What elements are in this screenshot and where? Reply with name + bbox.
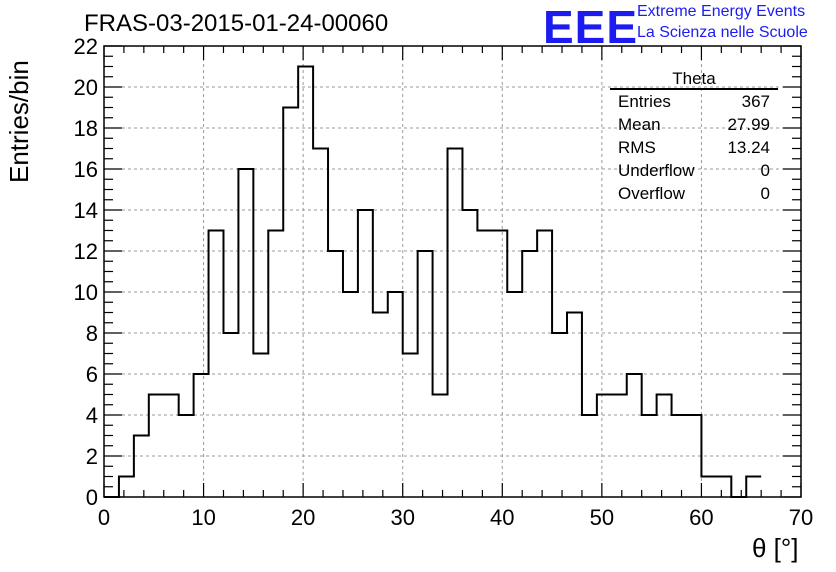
x-tick-label: 40 <box>490 505 514 530</box>
histogram-series <box>104 65 762 498</box>
axis-ticks <box>103 45 802 498</box>
y-tick-label: 16 <box>74 157 98 182</box>
x-tick-label: 50 <box>590 505 614 530</box>
x-tick-label: 10 <box>191 505 215 530</box>
stats-row: RMS 13.24 <box>610 136 778 159</box>
x-tick-label: 60 <box>689 505 713 530</box>
stats-value: 27.99 <box>727 115 770 134</box>
x-tick-label: 70 <box>789 505 813 530</box>
stats-row: Entries 367 <box>610 90 778 113</box>
stats-value: 367 <box>741 92 770 111</box>
y-tick-label: 0 <box>86 485 98 510</box>
y-axis-label: Entries/bin <box>4 60 34 183</box>
x-tick-label: 0 <box>98 505 110 530</box>
x-axis-label: θ [°] <box>752 533 799 563</box>
chart-title: FRAS-03-2015-01-24-00060 <box>84 10 389 37</box>
eee-logo: EEE <box>543 1 639 53</box>
logo-text-line1: Extreme Energy Events <box>637 3 806 20</box>
axis-tick-labels: 0 10 20 30 40 50 60 70 0 2 4 6 8 10 12 14 16 18 20 22 <box>74 34 814 530</box>
y-tick-label: 6 <box>86 362 98 387</box>
grid <box>104 46 801 497</box>
logo-text-line2: La Scienza nelle Scuole <box>637 24 808 41</box>
y-tick-label: 4 <box>86 403 98 428</box>
stats-label: RMS <box>618 138 656 157</box>
stats-row: Overflow 0 <box>610 182 778 205</box>
y-tick-label: 22 <box>74 34 98 59</box>
stats-row: Underflow 0 <box>610 159 778 182</box>
stats-title: Theta <box>610 70 778 90</box>
stats-box: Theta Entries 367 Mean 27.99 RMS 13.24 U… <box>610 70 778 205</box>
y-tick-label: 18 <box>74 116 98 141</box>
stats-value: 13.24 <box>727 138 770 157</box>
stats-row: Mean 27.99 <box>610 113 778 136</box>
x-tick-label: 30 <box>390 505 414 530</box>
x-tick-label: 20 <box>291 505 315 530</box>
stats-value: 0 <box>760 184 770 203</box>
y-tick-label: 10 <box>74 280 98 305</box>
stats-value: 0 <box>760 161 770 180</box>
y-tick-label: 20 <box>74 75 98 100</box>
y-tick-label: 2 <box>86 444 98 469</box>
stats-label: Underflow <box>618 161 695 180</box>
stats-label: Entries <box>618 92 671 111</box>
y-tick-label: 8 <box>86 321 98 346</box>
plot-frame <box>103 45 802 498</box>
y-tick-label: 14 <box>74 198 98 223</box>
y-tick-label: 12 <box>74 239 98 264</box>
stats-label: Overflow <box>618 184 686 203</box>
stats-label: Mean <box>618 115 661 134</box>
